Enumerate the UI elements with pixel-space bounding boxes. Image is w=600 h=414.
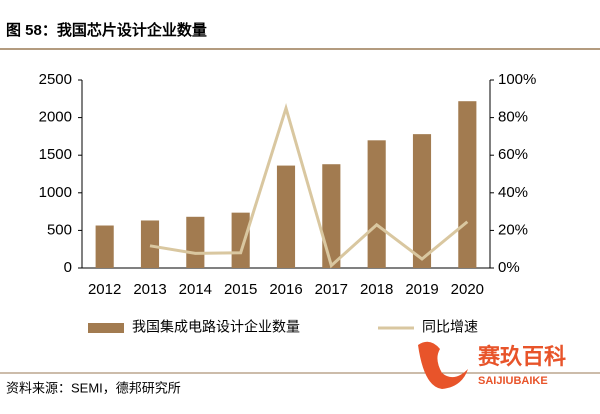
- bar: [140, 220, 160, 268]
- x-tick-label: 2013: [133, 281, 166, 298]
- watermark-icon: [418, 341, 468, 389]
- y-tick-label: 1500: [39, 146, 72, 163]
- bar: [95, 225, 114, 268]
- x-tick-label: 2018: [360, 281, 393, 298]
- x-tick-label: 2017: [315, 281, 348, 298]
- watermark: 赛玖百科 SAIJIUBAIKE: [418, 341, 566, 389]
- line: [149, 102, 469, 269]
- x-tick-label: 2019: [405, 281, 438, 298]
- x-tick-label: 2014: [179, 281, 212, 298]
- watermark-name: 赛玖百科: [477, 344, 566, 369]
- y-tick-label: 0: [64, 259, 72, 276]
- legend-swatch: [88, 323, 124, 333]
- bar: [186, 216, 205, 268]
- bar: [367, 140, 386, 268]
- bar: [458, 101, 477, 269]
- y-tick-label: 1000: [39, 184, 72, 201]
- x-tick-label: 2016: [269, 281, 302, 298]
- bar: [412, 134, 432, 268]
- y2-tick-label: 0%: [498, 259, 520, 276]
- chart-title: 图 58：我国芯片设计企业数量: [6, 21, 207, 39]
- legend-label: 我国集成电路设计企业数量: [132, 319, 300, 335]
- x-tick-label: 2020: [451, 281, 484, 298]
- x-tick-label: 2015: [224, 281, 257, 298]
- y2-tick-label: 20%: [498, 221, 528, 238]
- y-tick-label: 500: [47, 221, 72, 238]
- y2-tick-label: 100%: [498, 71, 536, 88]
- watermark-sub: SAIJIUBAIKE: [478, 375, 548, 387]
- y2-tick-label: 40%: [498, 184, 528, 201]
- legend-label: 同比增速: [422, 319, 478, 335]
- source: 资料来源：SEMI，德邦研究所: [6, 380, 181, 395]
- y2-tick-label: 60%: [498, 146, 528, 163]
- bar: [276, 165, 296, 268]
- y-tick-label: 2000: [39, 109, 72, 126]
- bar: [322, 164, 341, 268]
- y-tick-label: 2500: [39, 71, 72, 88]
- x-tick-label: 2012: [88, 281, 121, 298]
- y2-tick-label: 80%: [498, 109, 528, 126]
- bar: [231, 212, 250, 268]
